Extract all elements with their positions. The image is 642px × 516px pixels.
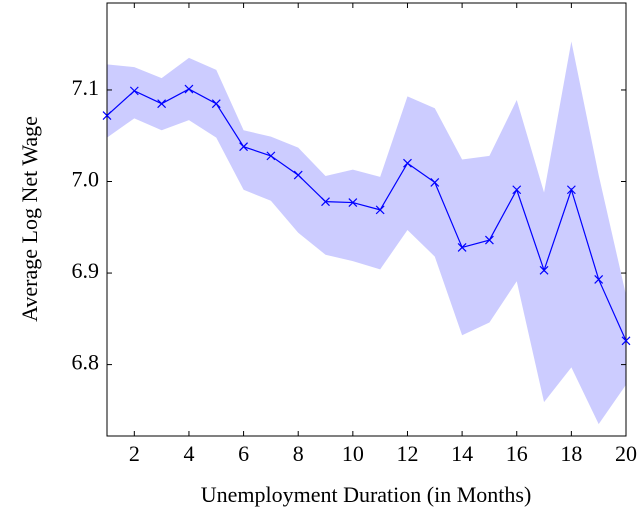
marker bbox=[211, 99, 221, 109]
marker bbox=[539, 265, 549, 275]
x-tick-label: 8 bbox=[293, 441, 304, 466]
marker bbox=[266, 151, 276, 161]
y-tick-label: 7.0 bbox=[72, 167, 100, 192]
marker bbox=[375, 205, 385, 215]
x-tick-label: 4 bbox=[183, 441, 194, 466]
y-axis-label: Average Log Net Wage bbox=[17, 116, 42, 322]
marker bbox=[293, 170, 303, 180]
marker bbox=[403, 158, 412, 168]
marker bbox=[184, 84, 194, 94]
marker bbox=[512, 185, 522, 195]
marker bbox=[102, 111, 112, 121]
marker bbox=[566, 185, 576, 195]
marker bbox=[457, 242, 467, 252]
x-tick-label: 12 bbox=[396, 441, 418, 466]
x-tick-label: 6 bbox=[238, 441, 249, 466]
confidence-band bbox=[107, 41, 626, 425]
marker bbox=[621, 336, 631, 346]
x-tick-label: 2 bbox=[129, 441, 140, 466]
y-tick-label: 7.1 bbox=[72, 75, 100, 100]
marker bbox=[484, 235, 494, 245]
x-tick-label: 14 bbox=[451, 441, 473, 466]
line bbox=[106, 88, 627, 342]
marker bbox=[157, 99, 167, 109]
y-tick-label: 6.8 bbox=[72, 350, 100, 375]
y-tick-label: 6.9 bbox=[72, 258, 100, 283]
marker bbox=[239, 142, 249, 152]
x-axis-label: Unemployment Duration (in Months) bbox=[201, 482, 532, 507]
marker bbox=[430, 178, 440, 187]
marker bbox=[594, 275, 604, 284]
marker bbox=[321, 197, 330, 207]
plot-frame bbox=[106, 2, 627, 437]
x-tick-label: 16 bbox=[506, 441, 528, 466]
x-tick-label: 20 bbox=[615, 441, 637, 466]
marker bbox=[129, 86, 139, 96]
marker bbox=[348, 198, 358, 207]
x-tick-label: 18 bbox=[560, 441, 582, 466]
x-tick-label: 10 bbox=[342, 441, 364, 466]
